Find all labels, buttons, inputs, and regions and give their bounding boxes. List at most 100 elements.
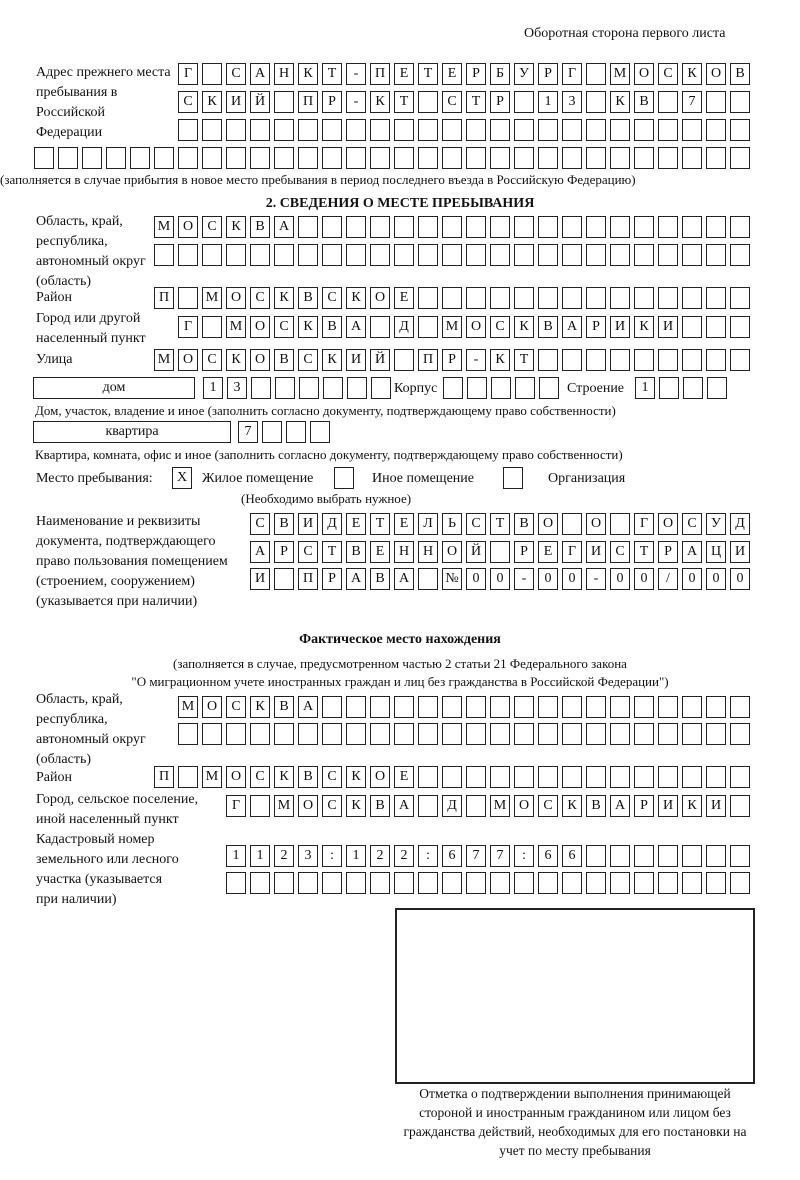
char-cell[interactable] (683, 377, 703, 399)
char-cell[interactable]: 1 (346, 845, 366, 867)
char-cell[interactable]: Т (490, 513, 510, 535)
char-cell[interactable]: О (250, 349, 270, 371)
char-cell[interactable]: Г (634, 513, 654, 535)
apartment-type-field[interactable]: квартира (33, 421, 231, 443)
char-cell[interactable]: П (370, 63, 390, 85)
char-cell[interactable] (730, 316, 750, 338)
char-cell[interactable]: 3 (562, 91, 582, 113)
char-cell[interactable] (610, 513, 630, 535)
char-cell[interactable] (347, 377, 367, 399)
char-cell[interactable] (467, 377, 487, 399)
char-cell[interactable] (34, 147, 54, 169)
char-cell[interactable] (346, 119, 366, 141)
char-cell[interactable]: 0 (706, 568, 726, 590)
char-cell[interactable]: С (322, 766, 342, 788)
char-cell[interactable] (610, 845, 630, 867)
char-cell[interactable]: 2 (370, 845, 390, 867)
char-cell[interactable] (442, 766, 462, 788)
char-cell[interactable] (610, 696, 630, 718)
char-cell[interactable] (586, 872, 606, 894)
char-cell[interactable] (442, 872, 462, 894)
char-cell[interactable] (250, 147, 270, 169)
char-cell[interactable]: О (298, 795, 318, 817)
prev-address-row-4[interactable] (34, 147, 750, 169)
char-cell[interactable]: 6 (538, 845, 558, 867)
char-cell[interactable] (106, 147, 126, 169)
char-cell[interactable]: К (490, 349, 510, 371)
cadastral-row-2[interactable] (226, 872, 750, 894)
document-row-3[interactable]: И П Р А В А № 0 0-0 0-0 0/0 0 0 (250, 568, 750, 590)
char-cell[interactable] (418, 316, 438, 338)
char-cell[interactable]: С (658, 63, 678, 85)
char-cell[interactable]: М (178, 696, 198, 718)
char-cell[interactable] (491, 377, 511, 399)
char-cell[interactable] (58, 147, 78, 169)
char-cell[interactable]: Т (322, 541, 342, 563)
char-cell[interactable]: Е (538, 541, 558, 563)
char-cell[interactable]: С (610, 541, 630, 563)
char-cell[interactable]: Д (322, 513, 342, 535)
char-cell[interactable] (490, 766, 510, 788)
char-cell[interactable] (394, 349, 414, 371)
char-cell[interactable]: К (370, 91, 390, 113)
char-cell[interactable] (634, 119, 654, 141)
char-cell[interactable]: У (514, 63, 534, 85)
char-cell[interactable] (610, 872, 630, 894)
char-cell[interactable]: 7 (238, 421, 258, 443)
char-cell[interactable]: 0 (562, 568, 582, 590)
char-cell[interactable]: : (514, 845, 534, 867)
char-cell[interactable] (443, 377, 463, 399)
char-cell[interactable] (250, 872, 270, 894)
char-cell[interactable] (634, 287, 654, 309)
char-cell[interactable]: С (250, 766, 270, 788)
char-cell[interactable] (178, 244, 198, 266)
char-cell[interactable]: А (682, 541, 702, 563)
char-cell[interactable] (586, 119, 606, 141)
char-cell[interactable]: Е (394, 513, 414, 535)
char-cell[interactable] (634, 845, 654, 867)
char-cell[interactable] (130, 147, 150, 169)
char-cell[interactable] (274, 244, 294, 266)
char-cell[interactable] (634, 766, 654, 788)
char-cell[interactable] (586, 244, 606, 266)
house-type-field[interactable]: дом (33, 377, 195, 399)
char-cell[interactable] (178, 119, 198, 141)
char-cell[interactable]: Е (394, 287, 414, 309)
char-cell[interactable] (706, 244, 726, 266)
char-cell[interactable] (682, 316, 702, 338)
char-cell[interactable]: О (226, 766, 246, 788)
char-cell[interactable] (706, 766, 726, 788)
char-cell[interactable]: Р (274, 541, 294, 563)
char-cell[interactable] (226, 872, 246, 894)
char-cell[interactable]: Р (322, 568, 342, 590)
char-cell[interactable]: М (442, 316, 462, 338)
char-cell[interactable]: Ц (706, 541, 726, 563)
char-cell[interactable]: О (466, 316, 486, 338)
char-cell[interactable] (310, 421, 330, 443)
char-cell[interactable]: С (298, 541, 318, 563)
char-cell[interactable]: Г (178, 63, 198, 85)
char-cell[interactable]: А (346, 316, 366, 338)
char-cell[interactable] (538, 872, 558, 894)
char-cell[interactable] (418, 766, 438, 788)
char-cell[interactable]: Т (394, 91, 414, 113)
char-cell[interactable]: С (682, 513, 702, 535)
char-cell[interactable] (730, 147, 750, 169)
char-cell[interactable]: С (322, 287, 342, 309)
char-cell[interactable] (442, 244, 462, 266)
char-cell[interactable]: 0 (490, 568, 510, 590)
char-cell[interactable] (466, 216, 486, 238)
char-cell[interactable] (82, 147, 102, 169)
char-cell[interactable]: Н (394, 541, 414, 563)
char-cell[interactable]: С (202, 216, 222, 238)
char-cell[interactable] (658, 244, 678, 266)
char-cell[interactable]: 2 (274, 845, 294, 867)
stay-checkbox-other[interactable] (334, 467, 354, 489)
char-cell[interactable] (322, 723, 342, 745)
char-cell[interactable] (682, 845, 702, 867)
char-cell[interactable] (466, 795, 486, 817)
char-cell[interactable]: Г (226, 795, 246, 817)
